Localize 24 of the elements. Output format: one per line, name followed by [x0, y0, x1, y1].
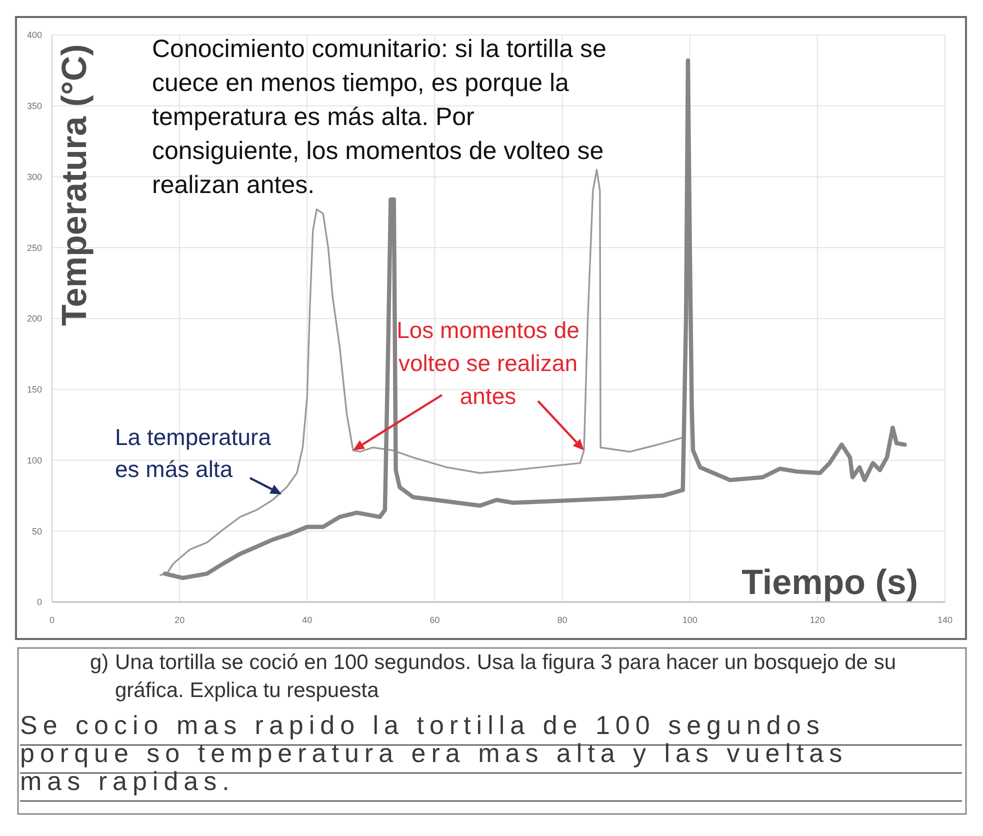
x-axis-title: Tiempo (s) [742, 563, 918, 602]
x-tick-label: 20 [174, 615, 185, 625]
x-tick-label: 0 [49, 615, 55, 625]
x-tick-label: 80 [557, 615, 568, 625]
annotation: Conocimiento comunitario: si la tortilla se cuece en menos tiempo, es porque la temperatura es más alta. Por consiguiente, los momentos de volteo se realizan antes. [152, 35, 606, 199]
text: g) Una tortilla se coció en 100 segundos. Usa la figura 3 para hacer un bosquejo de su gráfica. Explica tu respuesta [90, 651, 896, 702]
x-tick-label: 40 [302, 615, 312, 625]
x-tick-label: 100 [682, 615, 698, 625]
x-tick-label: 120 [810, 615, 825, 625]
y-tick-label: 200 [26, 314, 42, 324]
annotation: La temperatura es más alta [115, 424, 272, 482]
text: Se cocio mas rapido la tortilla de 100 segundos porque so temperatura era mas alta y las vueltas mas rapidas. [20, 710, 848, 796]
y-tick-label: 150 [26, 384, 42, 395]
y-tick-label: 100 [26, 455, 42, 466]
y-axis-title: Temperatura (°C) [55, 44, 94, 326]
y-tick-label: 0 [36, 597, 42, 608]
y-tick-label: 400 [26, 30, 42, 40]
x-tick-label: 60 [430, 615, 440, 625]
y-tick-label: 350 [26, 101, 42, 112]
annotation: Los momentos de volteo se realizan antes [396, 317, 580, 409]
y-tick-label: 250 [26, 242, 42, 253]
y-tick-label: 300 [26, 172, 42, 182]
y-tick-label: 50 [32, 526, 42, 536]
x-tick-label: 140 [937, 615, 953, 625]
